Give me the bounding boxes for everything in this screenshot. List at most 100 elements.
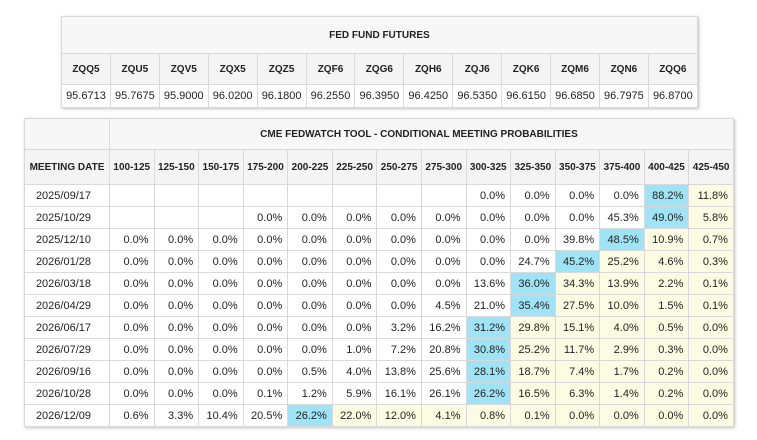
probability-cell: 0.5%: [643, 316, 690, 339]
probability-cell: 0.0%: [242, 272, 289, 295]
probability-cell: 0.0%: [109, 338, 155, 361]
futures-price-zqk6: 96.6150: [501, 84, 552, 108]
probability-cell: [376, 184, 422, 207]
probability-cell: 26.2%: [287, 404, 333, 427]
probability-cell: 11.7%: [554, 338, 601, 361]
range-header-425-450: 425-450: [688, 149, 734, 185]
futures-code-zqq6: ZQQ6: [647, 53, 698, 85]
futures-code-zqj6: ZQJ6: [452, 53, 503, 85]
meeting-date: 2026/01/28: [24, 250, 110, 273]
probability-cell: 6.3%: [554, 382, 601, 405]
meeting-row: 2026/12/09 0.6% 3.3% 10.4% 20.5% 26.2% 22.0% 12…: [24, 404, 734, 427]
futures-code-zqh6: ZQH6: [403, 53, 454, 85]
probability-cell: 0.3%: [643, 338, 690, 361]
meeting-date: 2026/06/17: [24, 316, 110, 339]
range-header-400-425: 400-425: [643, 149, 690, 185]
meeting-date: 2026/12/09: [24, 404, 110, 427]
probability-cell: [153, 206, 200, 229]
probability-cell: 0.0%: [376, 206, 422, 229]
probability-cell: 4.6%: [643, 250, 690, 273]
range-header-225-250: 225-250: [331, 149, 378, 185]
probability-cell: 27.5%: [554, 294, 601, 317]
probability-cell: 0.0%: [420, 272, 467, 295]
probability-cell: 0.0%: [109, 316, 155, 339]
probability-cell: 0.0%: [287, 206, 333, 229]
futures-price-zqh6: 96.4250: [403, 84, 454, 108]
futures-code-zqz5: ZQZ5: [256, 53, 307, 85]
probability-cell: 1.4%: [599, 382, 645, 405]
probability-cell: 0.0%: [242, 206, 289, 229]
probability-cell: 18.7%: [510, 360, 556, 383]
range-header-350-375: 350-375: [554, 149, 601, 185]
futures-code-zqg6: ZQG6: [354, 53, 405, 85]
probability-cell: [420, 184, 467, 207]
futures-code-zqx5: ZQX5: [207, 53, 258, 85]
probability-cell: 0.0%: [153, 294, 200, 317]
probability-cell: 1.7%: [599, 360, 645, 383]
meeting-row: 2025/09/17 0.0% 0.0% 0.0% 0.0% 88.2% 11.8%: [24, 184, 734, 207]
probability-cell: 0.0%: [242, 316, 289, 339]
probability-cell: 24.7%: [510, 250, 556, 273]
probability-cell: 0.1%: [510, 404, 556, 427]
probability-cell: 0.0%: [376, 294, 422, 317]
probability-cell: 21.0%: [465, 294, 512, 317]
probability-table-title: CME FEDWATCH TOOL - CONDITIONAL MEETING …: [109, 118, 734, 150]
probability-cell: 10.0%: [599, 294, 645, 317]
range-header-275-300: 275-300: [420, 149, 467, 185]
range-header-375-400: 375-400: [599, 149, 645, 185]
probability-cell: 39.8%: [554, 228, 601, 251]
probability-cell: 0.0%: [198, 338, 244, 361]
fedwatch-probability-table: CME FEDWATCH TOOL - CONDITIONAL MEETING …: [24, 118, 734, 427]
probability-cell: 25.6%: [420, 360, 467, 383]
probability-cell: 0.0%: [643, 404, 690, 427]
probability-cell: 0.0%: [198, 228, 244, 251]
probability-cell: 0.0%: [554, 404, 601, 427]
probability-cell: 31.2%: [465, 316, 512, 339]
probability-cell: 0.0%: [420, 250, 467, 273]
probability-cell: 13.8%: [376, 360, 422, 383]
probability-cell: 0.0%: [287, 316, 333, 339]
meeting-row: 2026/10/28 0.0% 0.0% 0.0% 0.1% 1.2% 5.9% 16.1% 2…: [24, 382, 734, 405]
probability-cell: 0.6%: [109, 404, 155, 427]
probability-cell: [331, 184, 378, 207]
range-header-150-175: 150-175: [198, 149, 244, 185]
futures-code-zqf6: ZQF6: [305, 53, 356, 85]
probability-cell: 0.0%: [242, 228, 289, 251]
probability-cell: 0.0%: [465, 228, 512, 251]
meeting-row: 2026/03/18 0.0% 0.0% 0.0% 0.0% 0.0% 0.0% 0.0% 0.…: [24, 272, 734, 295]
probability-cell: 16.5%: [510, 382, 556, 405]
range-header-250-275: 250-275: [376, 149, 422, 185]
probability-cell: 0.0%: [153, 272, 200, 295]
probability-cell: 29.8%: [510, 316, 556, 339]
meeting-date-header: MEETING DATE: [24, 149, 110, 185]
probability-cell: [198, 206, 244, 229]
probability-cell: 35.4%: [510, 294, 556, 317]
meeting-date: 2025/10/29: [24, 206, 110, 229]
probability-cell: 0.0%: [242, 360, 289, 383]
futures-price-zqz5: 96.1800: [256, 84, 307, 108]
probability-cell: 3.2%: [376, 316, 422, 339]
futures-code-zqv5: ZQV5: [158, 53, 209, 85]
probability-cell: 0.2%: [643, 382, 690, 405]
probability-cell: 0.0%: [465, 184, 512, 207]
meeting-row: 2026/06/17 0.0% 0.0% 0.0% 0.0% 0.0% 0.0% 3.2% 16…: [24, 316, 734, 339]
probability-cell: 0.0%: [287, 338, 333, 361]
probability-cell: 0.0%: [465, 206, 512, 229]
probability-cell: 10.4%: [198, 404, 244, 427]
probability-cell: 0.0%: [198, 250, 244, 273]
probability-cell: 0.0%: [376, 250, 422, 273]
range-header-125-150: 125-150: [153, 149, 200, 185]
probability-cell: [287, 184, 333, 207]
probability-cell: 0.0%: [688, 382, 734, 405]
probability-cell: 0.0%: [242, 294, 289, 317]
corner-cell: [24, 118, 110, 150]
probability-cell: 0.0%: [153, 250, 200, 273]
probability-cell: 0.0%: [198, 382, 244, 405]
probability-cell: 1.0%: [331, 338, 378, 361]
meeting-row: 2026/09/16 0.0% 0.0% 0.0% 0.0% 0.5% 4.0% 13.8% 2…: [24, 360, 734, 383]
probability-cell: 0.0%: [510, 206, 556, 229]
probability-cell: 0.0%: [153, 316, 200, 339]
probability-cell: 0.2%: [643, 360, 690, 383]
meeting-row: 2026/07/29 0.0% 0.0% 0.0% 0.0% 0.0% 1.0% 7.2% 20…: [24, 338, 734, 361]
probability-cell: 0.0%: [376, 272, 422, 295]
